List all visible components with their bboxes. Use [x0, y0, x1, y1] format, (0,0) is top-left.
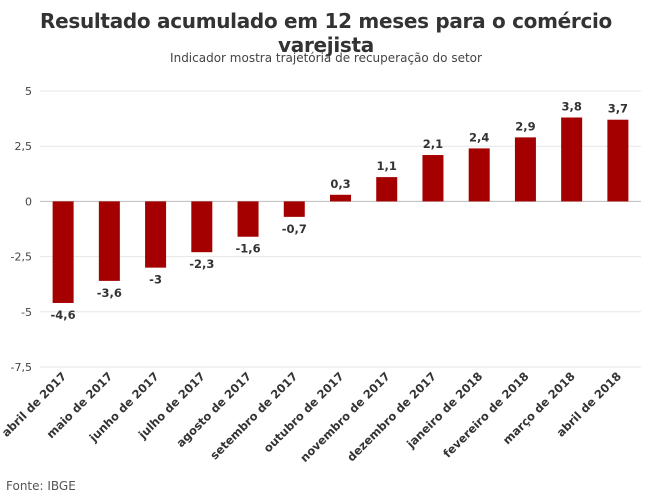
bar [98, 201, 120, 281]
x-tick-label: fevereiro de 2018 [440, 369, 531, 460]
bar [607, 119, 629, 202]
bar [237, 201, 259, 237]
y-tick-label: -7,5 [11, 361, 32, 374]
data-label: 1,1 [377, 159, 397, 173]
y-axis: 5 2,5 0 -2,5 -5 -7,5 [11, 85, 32, 374]
y-tick-label: 5 [25, 85, 32, 98]
data-label: -4,6 [51, 308, 76, 322]
data-label: -3 [149, 273, 162, 287]
source-note: Fonte: IBGE [6, 479, 76, 493]
data-label: 0,3 [330, 177, 350, 191]
bar [561, 117, 583, 202]
x-tick-label: dezembro de 2017 [344, 369, 439, 464]
chart-subtitle: Indicador mostra trajetória de recuperaç… [170, 51, 482, 65]
bar [468, 148, 490, 202]
bar [376, 177, 398, 202]
data-label: 2,1 [423, 137, 443, 151]
bar [145, 201, 167, 268]
x-tick-label: outubro de 2017 [261, 369, 347, 455]
chart-title: Resultado acumulado em 12 meses para o c… [39, 9, 613, 57]
bar [330, 194, 351, 202]
y-tick-label: 2,5 [15, 140, 33, 153]
bar [52, 201, 74, 303]
data-label: 3,7 [608, 102, 628, 116]
bars [52, 117, 629, 303]
data-label: -2,3 [189, 257, 214, 271]
gridlines [40, 90, 641, 368]
data-label: 3,8 [561, 99, 581, 113]
bar [283, 201, 305, 217]
data-label: -1,6 [235, 242, 260, 256]
y-tick-label: 0 [25, 195, 32, 208]
data-label: -3,6 [97, 286, 122, 300]
bar [191, 201, 213, 253]
data-label: -0,7 [282, 222, 307, 236]
x-tick-label: setembro de 2017 [207, 369, 300, 462]
y-tick-label: -2,5 [11, 251, 32, 264]
y-tick-label: -5 [21, 306, 32, 319]
data-label: 2,9 [515, 119, 535, 133]
x-tick-label: novembro de 2017 [297, 369, 393, 465]
data-label: 2,4 [469, 130, 489, 144]
x-tick-label: janeiro de 2018 [403, 369, 485, 451]
data-labels: -4,6 -3,6 -3 -2,3 -1,6 -0,7 0,3 1,1 2,1 2,4 2,9 3,8… [51, 99, 629, 321]
bar [422, 155, 444, 202]
bar [514, 137, 536, 202]
